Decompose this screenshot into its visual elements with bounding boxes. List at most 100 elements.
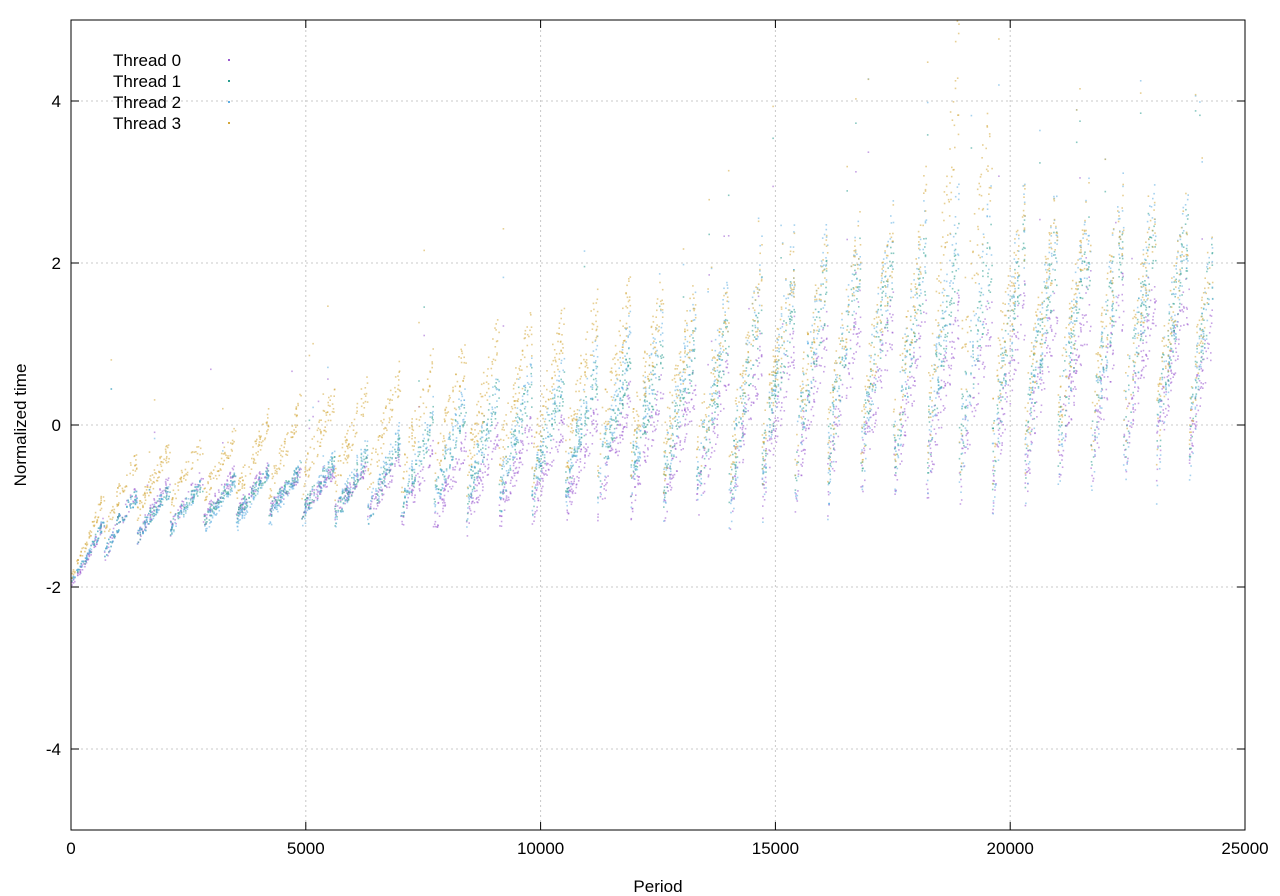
data-point — [865, 420, 867, 423]
data-point — [384, 467, 386, 470]
data-point — [313, 491, 315, 494]
data-point — [463, 459, 466, 461]
data-point — [700, 473, 702, 476]
data-point — [918, 284, 920, 286]
data-point — [981, 336, 983, 338]
data-point — [316, 486, 319, 488]
data-point — [580, 436, 583, 439]
data-point — [169, 483, 171, 486]
data-point — [589, 407, 592, 410]
data-point — [942, 387, 945, 389]
data-point — [1016, 300, 1019, 303]
data-point — [1065, 435, 1067, 438]
data-point — [696, 493, 698, 495]
data-point — [1140, 333, 1143, 335]
data-point — [1024, 247, 1026, 250]
data-point — [765, 481, 767, 484]
data-point — [725, 326, 727, 328]
data-point — [1097, 428, 1100, 430]
data-point — [1132, 418, 1134, 421]
data-point — [889, 295, 891, 298]
data-point — [871, 388, 874, 391]
data-point — [260, 477, 263, 479]
data-point — [1070, 382, 1072, 384]
data-point — [142, 521, 145, 523]
data-point — [575, 434, 577, 437]
data-point — [765, 491, 767, 493]
data-point — [966, 430, 969, 432]
data-point — [670, 455, 673, 457]
data-point — [708, 420, 710, 423]
data-point — [211, 509, 214, 512]
data-point — [1034, 402, 1036, 404]
data-point — [1128, 357, 1131, 360]
data-point — [951, 340, 954, 343]
data-point — [1152, 315, 1154, 318]
data-point — [592, 419, 595, 421]
data-point — [411, 476, 413, 478]
data-point — [529, 426, 531, 429]
data-point — [977, 345, 980, 347]
data-point — [692, 337, 694, 339]
data-point — [1056, 322, 1058, 325]
data-point — [780, 406, 783, 408]
data-point — [905, 383, 908, 386]
data-point — [789, 281, 792, 283]
data-point — [1187, 214, 1189, 216]
data-point — [517, 441, 520, 444]
data-point — [432, 405, 434, 408]
data-point — [458, 458, 460, 461]
data-point — [354, 488, 356, 490]
data-point — [378, 500, 380, 502]
data-point — [413, 496, 416, 499]
data-point — [502, 325, 505, 327]
data-point — [254, 477, 256, 480]
data-point — [551, 447, 553, 450]
data-point — [674, 443, 676, 445]
data-point — [313, 489, 315, 491]
data-point — [229, 489, 232, 491]
data-point — [763, 466, 765, 468]
data-point — [471, 475, 473, 477]
data-point — [487, 466, 490, 469]
data-point — [961, 434, 964, 437]
data-point — [561, 435, 564, 438]
data-point — [631, 510, 634, 513]
data-point — [432, 439, 434, 442]
data-point — [622, 438, 624, 440]
data-point — [536, 509, 538, 512]
data-point — [1076, 359, 1078, 362]
data-point — [871, 429, 873, 431]
data-point — [719, 403, 722, 406]
data-point — [848, 331, 850, 333]
data-point — [957, 338, 960, 340]
data-point — [421, 468, 424, 471]
data-point — [1118, 316, 1121, 319]
data-point — [519, 449, 522, 452]
data-point — [1175, 347, 1177, 350]
data-point — [1136, 355, 1139, 358]
data-point — [460, 463, 462, 465]
data-point — [509, 492, 512, 495]
data-point — [189, 498, 192, 500]
data-point — [191, 482, 194, 485]
data-point — [1094, 435, 1096, 437]
data-point — [718, 371, 720, 374]
data-point — [645, 425, 647, 428]
data-point — [838, 423, 841, 426]
data-point — [1047, 344, 1049, 347]
data-point — [816, 357, 819, 359]
data-point — [841, 358, 843, 361]
data-point — [107, 546, 110, 549]
data-point — [813, 401, 816, 403]
data-point — [213, 507, 216, 510]
data-point — [1039, 331, 1041, 333]
data-point — [738, 421, 740, 424]
data-point — [1039, 324, 1042, 327]
data-point — [1017, 295, 1019, 298]
data-point — [1210, 315, 1213, 317]
data-point — [977, 360, 979, 362]
data-point — [1018, 265, 1020, 268]
data-point — [770, 442, 773, 445]
data-point — [841, 364, 844, 367]
